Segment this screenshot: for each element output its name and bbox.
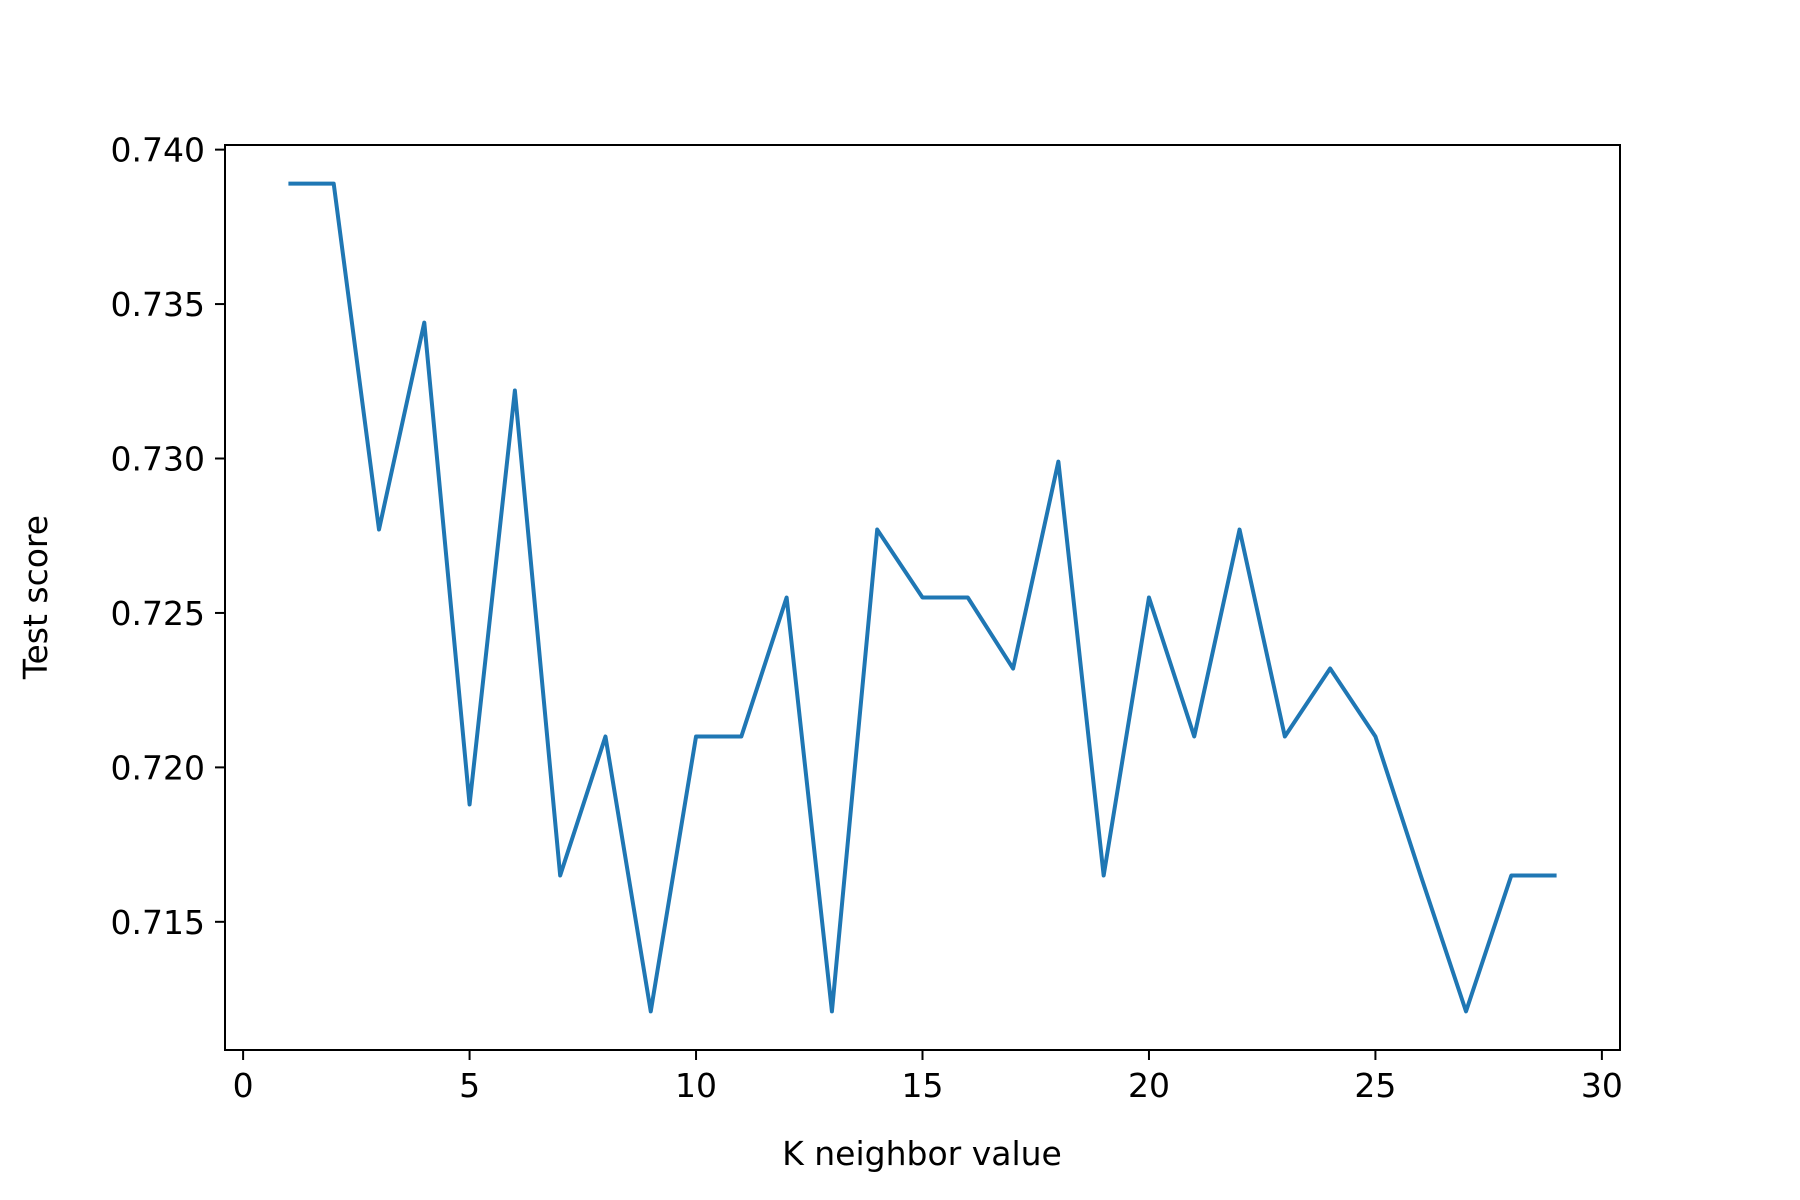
data-point: [1328, 667, 1332, 671]
data-point: [1238, 528, 1242, 532]
data-point: [1147, 596, 1151, 600]
data-point: [1509, 873, 1513, 877]
x-axis-title: K neighbor value: [782, 1134, 1062, 1173]
data-point: [1011, 667, 1015, 671]
x-tick-label: 30: [1581, 1066, 1623, 1105]
y-tick-label: 0.725: [111, 594, 205, 633]
data-point: [1283, 734, 1287, 738]
data-point: [830, 1009, 834, 1013]
data-point: [785, 596, 789, 600]
data-point: [739, 734, 743, 738]
series-line: [288, 181, 1557, 1014]
y-tick-label: 0.740: [111, 131, 205, 170]
data-point: [1056, 460, 1060, 464]
y-tick-label: 0.735: [111, 285, 205, 324]
x-tick-label: 10: [675, 1066, 717, 1105]
data-point: [513, 389, 517, 393]
y-axis-title: Test score: [16, 515, 55, 680]
data-point: [1464, 1009, 1468, 1013]
data-point: [1373, 734, 1377, 738]
data-point: [921, 596, 925, 600]
data-point: [558, 873, 562, 877]
data-point: [603, 734, 607, 738]
data-point: [286, 182, 290, 186]
x-tick-label: 0: [233, 1066, 254, 1105]
x-tick-label: 25: [1354, 1066, 1396, 1105]
data-point: [875, 528, 879, 532]
data-point: [1102, 873, 1106, 877]
y-tick-label: 0.715: [111, 903, 205, 942]
data-point: [468, 802, 472, 806]
x-tick-label: 5: [459, 1066, 480, 1105]
data-point: [966, 596, 970, 600]
data-point: [1419, 873, 1423, 877]
x-axis: 0 5 10 15 20 25 30: [233, 1050, 1623, 1105]
y-tick-label: 0.720: [111, 748, 205, 787]
data-point: [377, 528, 381, 532]
data-point: [422, 321, 426, 325]
plot-area: [286, 181, 1559, 1014]
data-point: [1555, 873, 1559, 877]
data-point: [332, 182, 336, 186]
data-point: [694, 734, 698, 738]
x-tick-label: 15: [902, 1066, 944, 1105]
y-axis: 0.715 0.720 0.725 0.730 0.735 0.740: [111, 131, 225, 942]
data-point: [1192, 734, 1196, 738]
data-point: [649, 1009, 653, 1013]
x-tick-label: 20: [1128, 1066, 1170, 1105]
y-tick-label: 0.730: [111, 440, 205, 479]
